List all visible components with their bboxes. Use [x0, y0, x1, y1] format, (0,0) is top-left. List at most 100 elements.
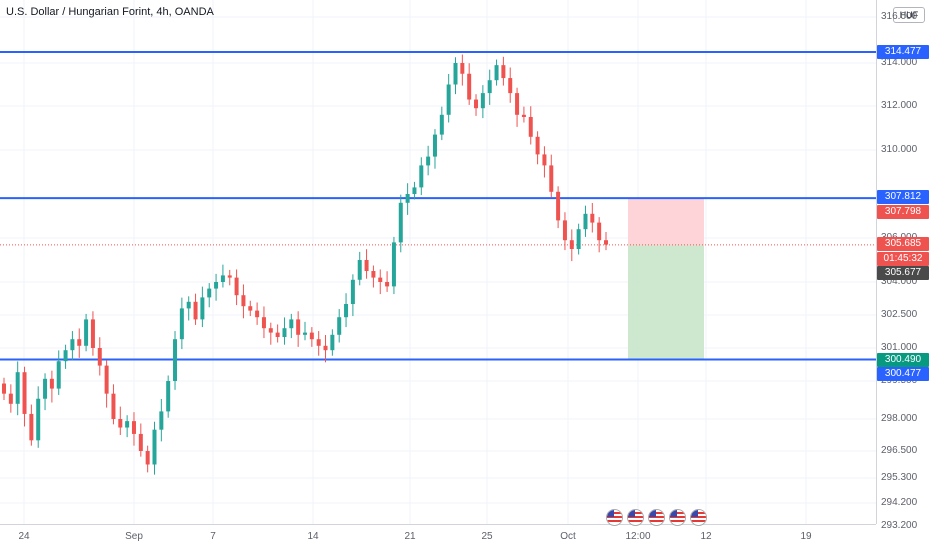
time-label: Sep [125, 531, 143, 542]
candle-body [22, 372, 27, 414]
time-label: 12:00 [625, 531, 651, 542]
price-label: 296.500 [881, 445, 918, 456]
resistance-top-tag: 314.477 [877, 45, 929, 59]
candle-body [214, 282, 219, 289]
time-label: 7 [210, 531, 216, 542]
chart-area[interactable]: U.S. Dollar / Hungarian Forint, 4h, OAND… [0, 0, 876, 527]
time-label: 14 [307, 531, 319, 542]
candle-body [227, 275, 232, 278]
candle-body [234, 277, 239, 296]
candle-body [125, 421, 130, 428]
candle-body [487, 80, 492, 94]
candle-body [159, 411, 164, 430]
event-count: 4 [662, 510, 664, 515]
price-label: 302.500 [881, 309, 918, 320]
candle-body [207, 288, 212, 298]
candle-body [36, 398, 41, 441]
candle-body [90, 319, 95, 348]
candle-body [2, 383, 6, 394]
time-label: 12 [700, 531, 712, 542]
candle-body [316, 339, 321, 346]
candle-body [138, 433, 143, 451]
resistance-mid-tag: 307.812 [877, 190, 929, 204]
candle-body [8, 393, 13, 404]
candle-body [220, 275, 225, 282]
candle-body [371, 271, 376, 278]
candle-body [398, 202, 403, 243]
candle-body [104, 365, 109, 394]
price-label: 294.200 [881, 497, 918, 508]
candle-body [29, 413, 34, 441]
candle-body [439, 114, 444, 135]
candle-body [56, 361, 61, 389]
candle-body [604, 240, 608, 245]
currency-button[interactable]: HUF [893, 7, 925, 23]
price-chart[interactable] [0, 0, 876, 527]
take-profit-zone [628, 245, 704, 360]
time-label: 21 [404, 531, 416, 542]
candle-body [364, 260, 369, 271]
candle-body [556, 191, 561, 221]
economic-events: 4 2 4 3 [606, 509, 707, 527]
time-label: 19 [800, 531, 812, 542]
candle-body [453, 63, 458, 85]
last-price-tag: 305.685 [877, 237, 929, 251]
candle-body [344, 304, 349, 318]
candle-body [166, 381, 171, 412]
us-flag-icon[interactable] [690, 509, 707, 526]
candle-body [562, 220, 567, 241]
candle-body [528, 117, 533, 137]
time-label: 24 [18, 531, 30, 542]
candle-body [460, 63, 465, 74]
candle-body [432, 134, 437, 157]
us-flag-icon[interactable]: 3 [669, 509, 686, 526]
candle-body [412, 187, 417, 194]
candle-body [111, 393, 116, 419]
us-flag-icon[interactable]: 4 [606, 509, 623, 526]
candle-body [576, 229, 581, 249]
us-flag-icon[interactable]: 2 [627, 509, 644, 526]
candle-body [97, 348, 102, 366]
candle-body [357, 260, 362, 280]
price-label: 310.000 [881, 144, 918, 155]
price-label: 316.000 [881, 11, 918, 22]
candle-body [275, 332, 280, 337]
event-count: 2 [641, 510, 643, 515]
candle-body [391, 242, 396, 287]
candle-body [200, 297, 205, 320]
candle-body [350, 279, 355, 304]
candle-body [542, 154, 547, 166]
candle-body [296, 319, 301, 335]
candle-body [282, 328, 287, 337]
candle-body [77, 339, 82, 346]
candle-body [323, 345, 328, 351]
candle-body [521, 114, 526, 117]
candle-body [419, 165, 424, 188]
time-axis[interactable]: 24 Sep 7 14 21 25 Oct 12:00 12 19 [0, 524, 876, 551]
candle-body [494, 65, 499, 81]
entry-tag: 305.677 [877, 266, 929, 280]
us-flag-icon[interactable]: 4 [648, 509, 665, 526]
time-label: 25 [481, 531, 493, 542]
price-axis[interactable]: HUF 316.000314.000312.000310.000306.0003… [876, 0, 932, 531]
candle-body [597, 222, 602, 241]
candle-body [446, 84, 451, 115]
candle-body [330, 334, 335, 351]
candle-body [378, 277, 383, 282]
time-label: Oct [560, 531, 576, 542]
candle-body [474, 99, 479, 109]
candle-body [549, 165, 554, 192]
price-label: 295.300 [881, 472, 918, 483]
candle-body [515, 93, 520, 115]
candle-body [508, 78, 513, 94]
take-profit-tag: 300.490 [877, 353, 929, 367]
support-tag: 300.477 [877, 367, 929, 381]
candle-body [131, 421, 136, 434]
candle-body [186, 301, 191, 309]
chart-title: U.S. Dollar / Hungarian Forint, 4h, OAND… [6, 6, 214, 18]
candle-body [70, 339, 75, 351]
candle-body [569, 240, 574, 249]
candle-body [173, 339, 178, 381]
candle-body [248, 306, 253, 311]
